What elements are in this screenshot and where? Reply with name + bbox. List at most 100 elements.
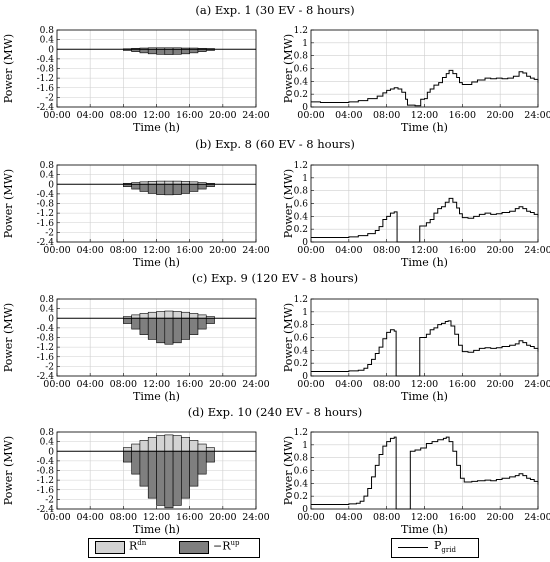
- p4-axes-frame: [310, 164, 539, 243]
- p7-bar-rdn: [205, 447, 215, 452]
- legend-label-rdn-base: R: [129, 539, 138, 553]
- p7-x-tick-label: 08:00: [110, 512, 137, 523]
- p7-bar-rup: [189, 450, 199, 487]
- p1-y-tick-label: -0.8: [37, 65, 55, 75]
- p1-x-tick-label: 24:00: [242, 110, 269, 121]
- p2-x-tick-label: 24:00: [524, 110, 550, 121]
- p1-bar-rup: [139, 48, 149, 54]
- p7-y-tick-label: -2.4: [37, 505, 55, 515]
- p8-y-tick-label: 0.4: [294, 479, 309, 489]
- legend-label-rdn: Rdn: [129, 539, 146, 553]
- legend-label-rdn-sup: dn: [137, 539, 147, 547]
- p3-x-tick-label: 08:00: [110, 245, 137, 256]
- p3-x-tick-label: 04:00: [76, 245, 103, 256]
- p2-y-tick-label: 0.2: [294, 90, 308, 100]
- p4-x-axis-label: Time (h): [401, 256, 448, 269]
- p7-y-tick-label: 0.4: [40, 438, 55, 448]
- p7-x-tick-label: 00:00: [43, 512, 70, 523]
- p2-y-tick-label: 1: [302, 39, 308, 49]
- p7-bar-rdn: [139, 440, 149, 452]
- p6-x-tick-label: 04:00: [335, 379, 362, 390]
- p3-y-tick-label: -2.4: [37, 238, 55, 248]
- p7-x-tick-label: 24:00: [242, 512, 269, 523]
- p3-bar-rup: [156, 183, 166, 195]
- p7-y-tick-label: -0.8: [37, 467, 55, 477]
- p5-y-tick-label: -0.4: [37, 324, 55, 334]
- p7-x-tick-label: 20:00: [209, 512, 236, 523]
- p5-y-tick-label: -1.2: [37, 343, 54, 353]
- p3-title: (b) Exp. 8 (60 EV - 8 hours): [195, 137, 355, 151]
- p8-x-tick-label: 00:00: [297, 512, 324, 523]
- p4-y-tick-label: 0: [302, 238, 308, 248]
- p4-y-tick-label: 1: [302, 174, 308, 184]
- p5-bar-rdn: [189, 313, 199, 319]
- p8-y-tick-label: 1.2: [294, 428, 308, 438]
- p7-y-tick-label: -1.2: [37, 476, 54, 486]
- p8-y-tick-label: 0.2: [294, 492, 308, 502]
- legend-label-pgrid-base: P: [434, 539, 442, 552]
- p3-bar-rup: [181, 183, 190, 194]
- p3-x-axis-label: Time (h): [133, 256, 180, 269]
- p2-x-axis-label: Time (h): [401, 121, 448, 134]
- p5-x-tick-label: 00:00: [43, 379, 70, 390]
- p7-bar-rdn: [189, 440, 199, 452]
- p7-bar-rdn: [197, 443, 207, 452]
- p4-x-tick-label: 20:00: [486, 245, 513, 256]
- p5-bar-rdn: [172, 311, 182, 319]
- p4-x-tick-label: 16:00: [449, 245, 476, 256]
- p1-x-tick-label: 00:00: [43, 110, 70, 121]
- p5-y-tick-label: -1.6: [37, 353, 55, 363]
- p8-y-tick-label: 0: [302, 505, 308, 515]
- p5-x-axis-label: Time (h): [133, 390, 180, 403]
- p2-x-tick-label: 16:00: [449, 110, 476, 121]
- p7-bar-rup: [131, 450, 141, 475]
- p5-bar-rup: [147, 317, 157, 340]
- p7-y-tick-label: 0: [48, 447, 54, 457]
- p1-bar-rup: [189, 48, 199, 54]
- p5-bar-rdn: [197, 314, 207, 319]
- p1-bar-rup: [164, 48, 174, 55]
- p5-y-axis-label: Power (MW): [2, 303, 15, 372]
- p5-bar-rdn: [181, 311, 190, 319]
- p1-bar-rup: [181, 48, 190, 55]
- p5-x-tick-label: 08:00: [110, 379, 137, 390]
- p7-bar-rup: [205, 450, 215, 463]
- p2-x-tick-label: 08:00: [373, 110, 400, 121]
- p1-bar-rup: [172, 48, 182, 55]
- p5-bar-rup: [123, 317, 132, 324]
- p5-bar-rdn: [164, 310, 174, 319]
- legend-swatch-rup: [179, 541, 209, 554]
- p5-axes-frame: [56, 298, 257, 377]
- p6-y-tick-label: 1.2: [294, 295, 308, 305]
- p3-x-tick-label: 12:00: [143, 245, 170, 256]
- p1-x-tick-label: 16:00: [176, 110, 203, 121]
- p4-y-axis-label: Power (MW): [282, 169, 295, 238]
- p6-y-tick-label: 0.2: [294, 359, 308, 369]
- p4-x-tick-label: 04:00: [335, 245, 362, 256]
- p5-bar-rup: [181, 317, 190, 340]
- p7-bar-rdn: [147, 436, 157, 452]
- p6-x-tick-label: 12:00: [411, 379, 438, 390]
- p7-bar-rdn: [156, 435, 166, 452]
- p3-y-tick-label: -2: [45, 228, 54, 238]
- p1-y-tick-label: -0.4: [37, 55, 55, 65]
- p7-x-tick-label: 12:00: [143, 512, 170, 523]
- p6-x-tick-label: 20:00: [486, 379, 513, 390]
- p1-y-tick-label: -2.4: [37, 103, 55, 113]
- p6-x-axis-label: Time (h): [401, 390, 448, 403]
- p4-x-tick-label: 00:00: [297, 245, 324, 256]
- p8-x-tick-label: 20:00: [486, 512, 513, 523]
- p4-x-tick-label: 12:00: [411, 245, 438, 256]
- p2-y-tick-label: 1.2: [294, 26, 308, 36]
- p5-bar-rup: [139, 317, 149, 335]
- p3-x-tick-label: 24:00: [242, 245, 269, 256]
- p3-bar-rup: [147, 183, 157, 194]
- p5-bar-rdn: [156, 311, 166, 319]
- p8-y-axis-label: Power (MW): [282, 436, 295, 505]
- p6-pgrid-line: [311, 320, 539, 377]
- p6-x-tick-label: 00:00: [297, 379, 324, 390]
- p1-y-tick-label: 0.8: [40, 26, 55, 36]
- p5-bar-rup: [189, 317, 199, 335]
- p3-y-tick-label: -0.8: [37, 200, 55, 210]
